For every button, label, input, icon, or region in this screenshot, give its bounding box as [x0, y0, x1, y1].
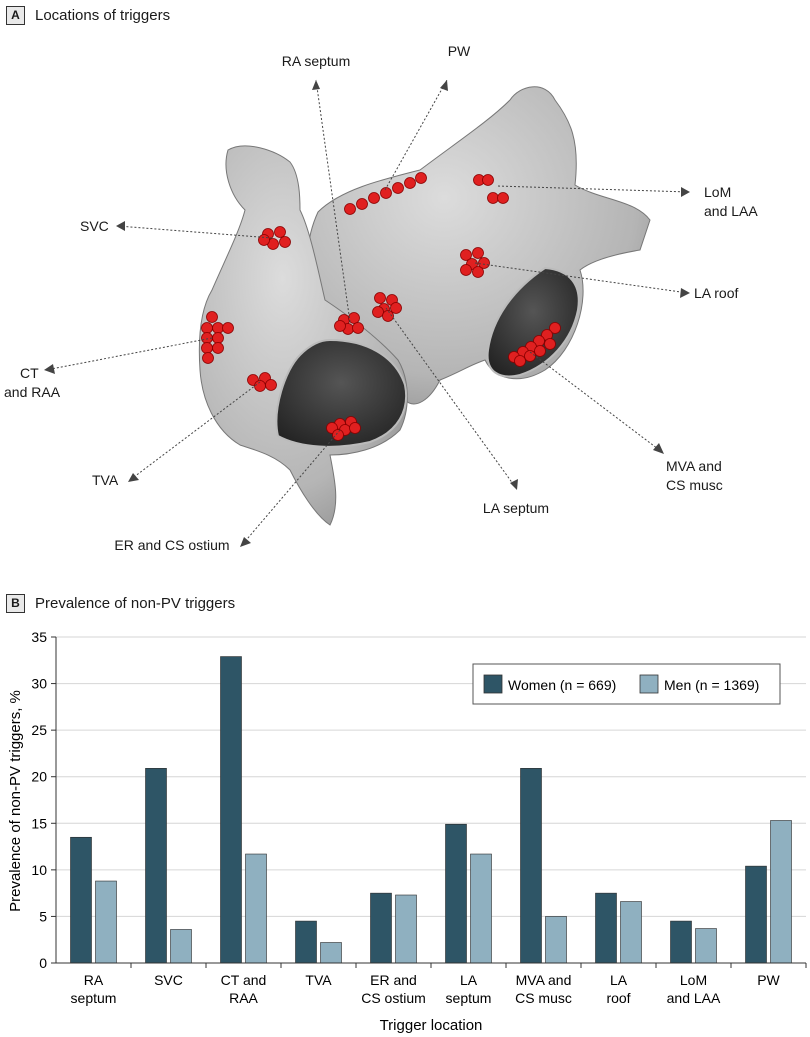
bar-men-3 [320, 942, 342, 964]
label-mva-line1: MVA and [666, 458, 722, 474]
panel-b-header: B Prevalence of non-PV triggers [6, 594, 235, 613]
mitral-valve-opening [486, 266, 580, 378]
y-tick-label-10: 10 [31, 862, 47, 878]
label-er-cs-ostium: ER and CS ostium [114, 537, 229, 553]
y-tick-label-35: 35 [31, 629, 47, 645]
x-tick-label-0-1: septum [71, 990, 117, 1006]
y-tick-label-0: 0 [39, 955, 47, 971]
x-tick-label-9-0: PW [757, 972, 780, 988]
label-svc: SVC [80, 218, 109, 234]
tricuspid-valve-opening [275, 338, 408, 448]
legend-swatch-women [483, 674, 503, 694]
y-tick-label-30: 30 [31, 676, 47, 692]
bar-men-0 [95, 880, 117, 964]
y-axis-label: Prevalence of non-PV triggers, % [7, 690, 24, 912]
label-ra-septum: RA septum [282, 53, 350, 69]
label-ct-raa-line2: and RAA [4, 384, 61, 400]
x-tick-label-0-0: RA [84, 972, 104, 988]
bar-women-3 [295, 920, 317, 964]
x-tick-label-5-1: septum [446, 990, 492, 1006]
panel-a-title: Locations of triggers [35, 7, 171, 24]
label-tva: TVA [92, 472, 119, 488]
legend: Women (n = 669) Men (n = 1369) [472, 663, 781, 705]
x-tick-label-7-0: LA [610, 972, 628, 988]
trigger-clusters [201, 172, 561, 441]
bar-men-8 [695, 928, 717, 964]
panel-b-title: Prevalence of non-PV triggers [35, 595, 236, 612]
x-tick-label-6-0: MVA and [516, 972, 572, 988]
label-pw: PW [448, 43, 471, 59]
bar-women-0 [70, 836, 92, 964]
x-tick-label-4-0: ER and [370, 972, 417, 988]
atrial-anatomy-figure: RA septum PW LoM and LAA SVC LA roof CT … [4, 43, 758, 553]
x-tick-label-8-1: and LAA [667, 990, 721, 1006]
bar-men-1 [170, 929, 192, 964]
prevalence-bar-chart: 0 5 10 15 20 25 30 35 RA septum SVC CT and RAA TVA ER … [7, 629, 807, 1034]
x-tick-label-5-0: LA [460, 972, 478, 988]
x-tick-label-3-0: TVA [305, 972, 332, 988]
y-tick-label-15: 15 [31, 815, 47, 831]
y-tick-label-25: 25 [31, 722, 47, 738]
x-tick-label-4-1: CS ostium [361, 990, 426, 1006]
bar-women-4 [370, 892, 392, 964]
label-ct-raa-line1: CT [20, 365, 39, 381]
label-lom-laa-line2: and LAA [704, 203, 758, 219]
legend-label-women: Women (n = 669) [508, 677, 616, 693]
label-lom-laa-line1: LoM [704, 184, 731, 200]
leader-arrowheads [44, 80, 690, 547]
x-tick-label-8-0: LoM [680, 972, 707, 988]
bar-men-2 [245, 853, 267, 964]
tick-labels: 0 5 10 15 20 25 30 35 RA septum SVC CT and RAA TVA ER … [31, 629, 780, 1006]
bar-women-9 [745, 865, 767, 964]
y-tick-label-5: 5 [39, 908, 47, 924]
label-la-septum: LA septum [483, 500, 549, 516]
bar-women-7 [595, 892, 617, 964]
bar-men-4 [395, 894, 417, 964]
legend-swatch-men [639, 674, 659, 694]
axes [51, 636, 807, 968]
bars [70, 656, 792, 964]
bar-men-5 [470, 853, 492, 964]
bar-women-8 [670, 920, 692, 964]
bar-men-9 [770, 820, 792, 964]
panel-b-letter: B [6, 594, 25, 613]
bar-women-6 [520, 768, 542, 964]
bar-women-5 [445, 823, 467, 964]
bar-women-2 [220, 656, 242, 964]
label-la-roof: LA roof [694, 285, 738, 301]
x-tick-label-7-1: roof [606, 990, 630, 1006]
gridlines [56, 636, 806, 917]
legend-label-men: Men (n = 1369) [664, 677, 759, 693]
label-mva-line2: CS musc [666, 477, 723, 493]
bar-men-6 [545, 916, 567, 964]
x-axis-label: Trigger location [380, 1017, 483, 1034]
panel-a-header: A Locations of triggers [6, 6, 170, 25]
x-tick-label-2-1: RAA [229, 990, 258, 1006]
x-tick-label-2-0: CT and [221, 972, 267, 988]
x-tick-label-6-1: CS musc [515, 990, 572, 1006]
bar-men-7 [620, 901, 642, 964]
bar-women-1 [145, 768, 167, 964]
leader-lines [45, 79, 689, 546]
y-tick-label-20: 20 [31, 769, 47, 785]
panel-a-letter: A [6, 6, 25, 25]
x-tick-label-1-0: SVC [154, 972, 183, 988]
